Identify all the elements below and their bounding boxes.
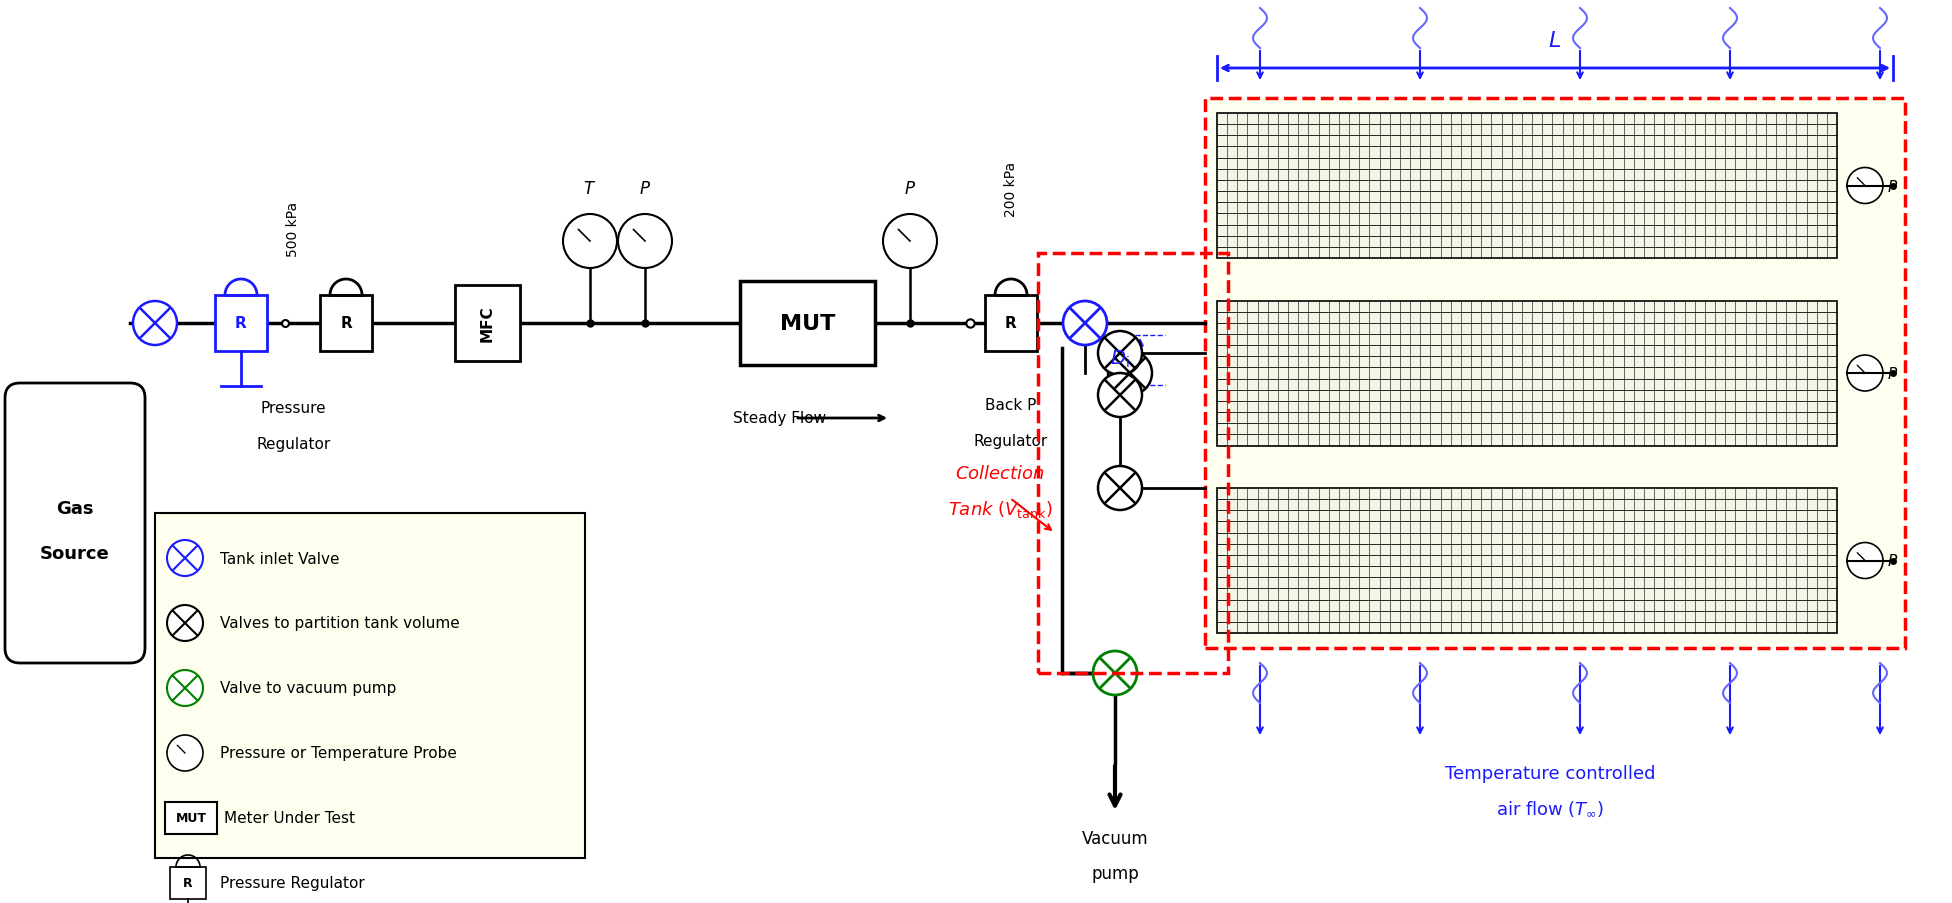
- Text: $T$: $T$: [584, 180, 597, 198]
- Text: $D_\mathrm{i}$: $D_\mathrm{i}$: [1111, 348, 1130, 369]
- Bar: [986, 295, 1037, 351]
- Circle shape: [168, 605, 203, 641]
- Bar: [215, 295, 267, 351]
- Circle shape: [1064, 302, 1107, 346]
- FancyBboxPatch shape: [6, 384, 144, 664]
- Text: $L$: $L$: [1548, 31, 1562, 51]
- Text: R: R: [183, 877, 193, 889]
- Bar: [1204, 99, 1905, 648]
- Text: $\it{Collection}$: $\it{Collection}$: [955, 464, 1044, 482]
- Circle shape: [1847, 356, 1884, 392]
- Text: air flow $(T_\infty)$: air flow $(T_\infty)$: [1495, 798, 1605, 817]
- Text: R: R: [1005, 316, 1017, 331]
- Text: Valves to partition tank volume: Valves to partition tank volume: [221, 616, 461, 631]
- Text: Steady Flow: Steady Flow: [734, 411, 826, 426]
- Circle shape: [1097, 467, 1142, 510]
- Text: $P$: $P$: [638, 180, 652, 198]
- Text: Gas: Gas: [57, 499, 94, 517]
- Circle shape: [619, 215, 671, 269]
- Circle shape: [1847, 168, 1884, 204]
- Text: 200 kPa: 200 kPa: [1003, 162, 1019, 217]
- Bar: [320, 295, 373, 351]
- Bar: [1038, 254, 1228, 674]
- Bar: [1216, 302, 1837, 446]
- Text: R: R: [340, 316, 351, 331]
- Text: $P$: $P$: [1888, 178, 1899, 194]
- Text: Pressure: Pressure: [262, 401, 326, 416]
- Text: MUT: MUT: [176, 812, 207, 824]
- Circle shape: [562, 215, 617, 269]
- Text: Temperature controlled: Temperature controlled: [1444, 764, 1655, 782]
- Text: Pressure or Temperature Probe: Pressure or Temperature Probe: [221, 746, 457, 760]
- Circle shape: [1847, 543, 1884, 579]
- Text: $P$: $P$: [1888, 366, 1899, 382]
- Text: $P$: $P$: [1888, 553, 1899, 569]
- Bar: [740, 282, 874, 366]
- Circle shape: [168, 540, 203, 576]
- Circle shape: [882, 215, 937, 269]
- Circle shape: [168, 735, 203, 771]
- Circle shape: [168, 670, 203, 706]
- Text: MUT: MUT: [779, 313, 835, 333]
- Circle shape: [1097, 331, 1142, 376]
- Circle shape: [1097, 374, 1142, 417]
- Bar: [170, 867, 207, 899]
- Text: Pressure Regulator: Pressure Regulator: [221, 876, 365, 890]
- Text: Vacuum: Vacuum: [1081, 829, 1148, 847]
- Text: MFC: MFC: [480, 305, 496, 342]
- Text: 500 kPa: 500 kPa: [287, 201, 301, 256]
- Text: Regulator: Regulator: [974, 434, 1048, 449]
- Text: Regulator: Regulator: [256, 436, 330, 451]
- Text: pump: pump: [1091, 864, 1138, 882]
- Text: Valve to vacuum pump: Valve to vacuum pump: [221, 681, 396, 695]
- Text: $\it{Tank}$ $(V_\mathrm{tank})$: $\it{Tank}$ $(V_\mathrm{tank})$: [947, 498, 1052, 519]
- Text: Back P: Back P: [986, 398, 1037, 413]
- Bar: [1216, 489, 1837, 633]
- Text: $P$: $P$: [904, 180, 915, 198]
- Circle shape: [1109, 351, 1152, 396]
- Text: Source: Source: [41, 545, 109, 563]
- Circle shape: [1093, 651, 1136, 695]
- Bar: [455, 285, 519, 361]
- Bar: [1216, 114, 1837, 259]
- Text: Meter Under Test: Meter Under Test: [224, 811, 355, 825]
- Text: R: R: [234, 316, 246, 331]
- Bar: [166, 802, 217, 834]
- Text: Tank inlet Valve: Tank inlet Valve: [221, 551, 340, 566]
- Circle shape: [133, 302, 178, 346]
- Bar: [154, 514, 586, 858]
